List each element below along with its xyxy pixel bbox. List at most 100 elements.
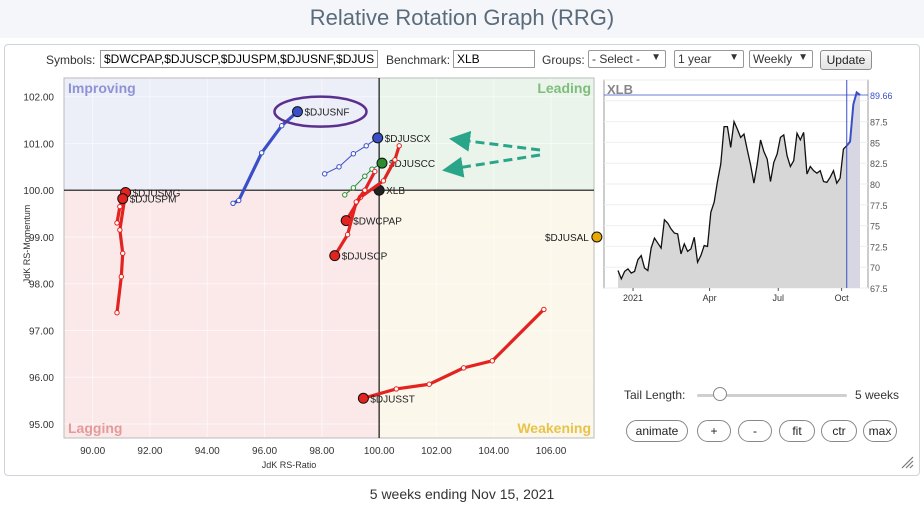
- controls-bar: Symbols: Benchmark: Groups: - Select - ▼…: [0, 50, 924, 72]
- center-button[interactable]: ctr: [821, 420, 857, 442]
- quadrant-labels: Improving Leading Lagging Weakening: [68, 80, 591, 436]
- tail-point: [489, 358, 495, 364]
- tail-point: [362, 187, 368, 193]
- chevron-down-icon: ▼: [798, 52, 808, 63]
- tail-point: [350, 151, 357, 157]
- series-label: $DJUSAL: [545, 233, 589, 244]
- y-tick-label: 95.00: [29, 420, 54, 431]
- tail-length-slider-track[interactable]: [697, 394, 847, 397]
- series-label: $DWCPAP: [353, 217, 402, 228]
- resize-grip-icon[interactable]: [900, 455, 914, 469]
- tail-point: [426, 381, 432, 387]
- quadrant-weakening: [379, 190, 594, 438]
- tail-point: [117, 227, 123, 233]
- tail-point: [363, 143, 369, 149]
- page-title: Relative Rotation Graph (RRG): [0, 0, 924, 38]
- tail-point: [342, 192, 348, 198]
- highlight-ellipse: [273, 95, 368, 128]
- tail-point: [350, 185, 357, 191]
- quadrant-label-leading: Leading: [537, 80, 591, 96]
- period-select-value: 1 year: [678, 52, 712, 66]
- quadrant-backgrounds: [64, 78, 594, 438]
- tail-point: [353, 199, 359, 205]
- tail-point: [372, 168, 378, 175]
- head-point: [376, 157, 388, 169]
- arrow-to-djuscx: [449, 130, 541, 152]
- period-select[interactable]: 1 year ▼: [674, 50, 744, 68]
- tail-point: [380, 178, 387, 184]
- head-point: [117, 193, 129, 205]
- chevron-down-icon: ▼: [729, 52, 739, 63]
- series-label: $DJUSPM: [130, 195, 177, 206]
- head-point: [291, 106, 303, 118]
- series-label: $DJUSMG: [133, 189, 181, 200]
- y-axis-title: JdK RS-Momentum: [22, 205, 32, 284]
- series-djuspm: $DJUSPM: [114, 193, 177, 226]
- tail-point: [258, 150, 265, 156]
- tail-point: [393, 386, 400, 392]
- tail-point: [460, 365, 467, 371]
- quadrant-label-weakening: Weakening: [517, 420, 591, 436]
- series-group: $DJUSNF $DJUSCX $DJUSCC XLB $DWCPAP $DJUSCP $D…: [114, 106, 603, 405]
- tail-point: [114, 310, 120, 316]
- zoom-out-button[interactable]: -: [738, 420, 772, 442]
- y-tick-label: 99.00: [29, 233, 54, 244]
- tail-point: [120, 250, 126, 257]
- symbols-label: Symbols:: [46, 53, 96, 67]
- x-tick-label: 96.00: [252, 446, 277, 457]
- tail-point: [396, 143, 402, 149]
- chevron-down-icon: ▼: [651, 52, 661, 63]
- tail-length-label: Tail Length:: [624, 388, 686, 402]
- series-djusmg: $DJUSMG: [114, 187, 181, 316]
- max-button[interactable]: max: [863, 420, 897, 442]
- benchmark-label: Benchmark:: [386, 53, 451, 67]
- quadrant-lagging: [64, 190, 380, 438]
- plot-frame: [63, 77, 595, 439]
- x-tick-label: 106.00: [536, 446, 567, 457]
- benchmark-input[interactable]: [453, 50, 535, 68]
- tail-point: [322, 171, 328, 177]
- head-point: [329, 250, 341, 262]
- y-tick-label: 100.00: [23, 186, 54, 197]
- tail-point: [392, 157, 398, 163]
- head-point: [357, 392, 369, 404]
- groups-select-value: - Select -: [592, 52, 641, 66]
- series-tail: [361, 307, 546, 400]
- x-tick-label: 100.00: [364, 446, 395, 457]
- head-point: [372, 132, 384, 144]
- x-tick-label: 104.00: [478, 446, 509, 457]
- footer-caption: 5 weeks ending Nov 15, 2021: [369, 486, 555, 502]
- axes: JdK RS-Ratio JdK RS-Momentum: [22, 77, 595, 470]
- tail-point: [236, 197, 242, 204]
- tail-point: [118, 274, 124, 280]
- animate-button[interactable]: animate: [626, 420, 688, 442]
- frequency-select[interactable]: Weekly ▼: [749, 50, 813, 68]
- tail-point: [344, 231, 351, 238]
- x-tick-label: 102.00: [421, 446, 452, 457]
- arrow-to-djuscc: [442, 153, 541, 178]
- y-tick-label: 97.00: [29, 326, 54, 337]
- update-button[interactable]: Update: [820, 50, 872, 70]
- symbols-input[interactable]: [100, 50, 378, 68]
- series-djuscx: $DJUSCX: [322, 132, 431, 177]
- series-label: $DJUSCP: [342, 252, 388, 263]
- tail-point: [541, 306, 547, 313]
- x-tick-label: 90.00: [80, 446, 105, 457]
- tail-length-slider-thumb[interactable]: [713, 387, 727, 401]
- series-label: XLB: [386, 186, 405, 197]
- quadrant-label-lagging: Lagging: [68, 420, 122, 436]
- y-tick-label: 96.00: [29, 373, 54, 384]
- x-tick-label: 94.00: [195, 446, 220, 457]
- tail-point: [230, 200, 236, 206]
- series-label: $DJUSCX: [385, 134, 431, 145]
- tail-point: [279, 122, 285, 129]
- grid-lines: 90.00 92.00 94.00 96.00 98.00 100.00 102.00 104…: [23, 78, 594, 457]
- tail-point: [362, 173, 368, 179]
- groups-select[interactable]: - Select - ▼: [588, 50, 666, 68]
- groups-label: Groups:: [542, 53, 585, 67]
- zoom-in-button[interactable]: +: [697, 420, 731, 442]
- head-point: [591, 231, 603, 243]
- fit-button[interactable]: fit: [779, 420, 815, 442]
- series-djuscp: $DJUSCP: [329, 168, 388, 263]
